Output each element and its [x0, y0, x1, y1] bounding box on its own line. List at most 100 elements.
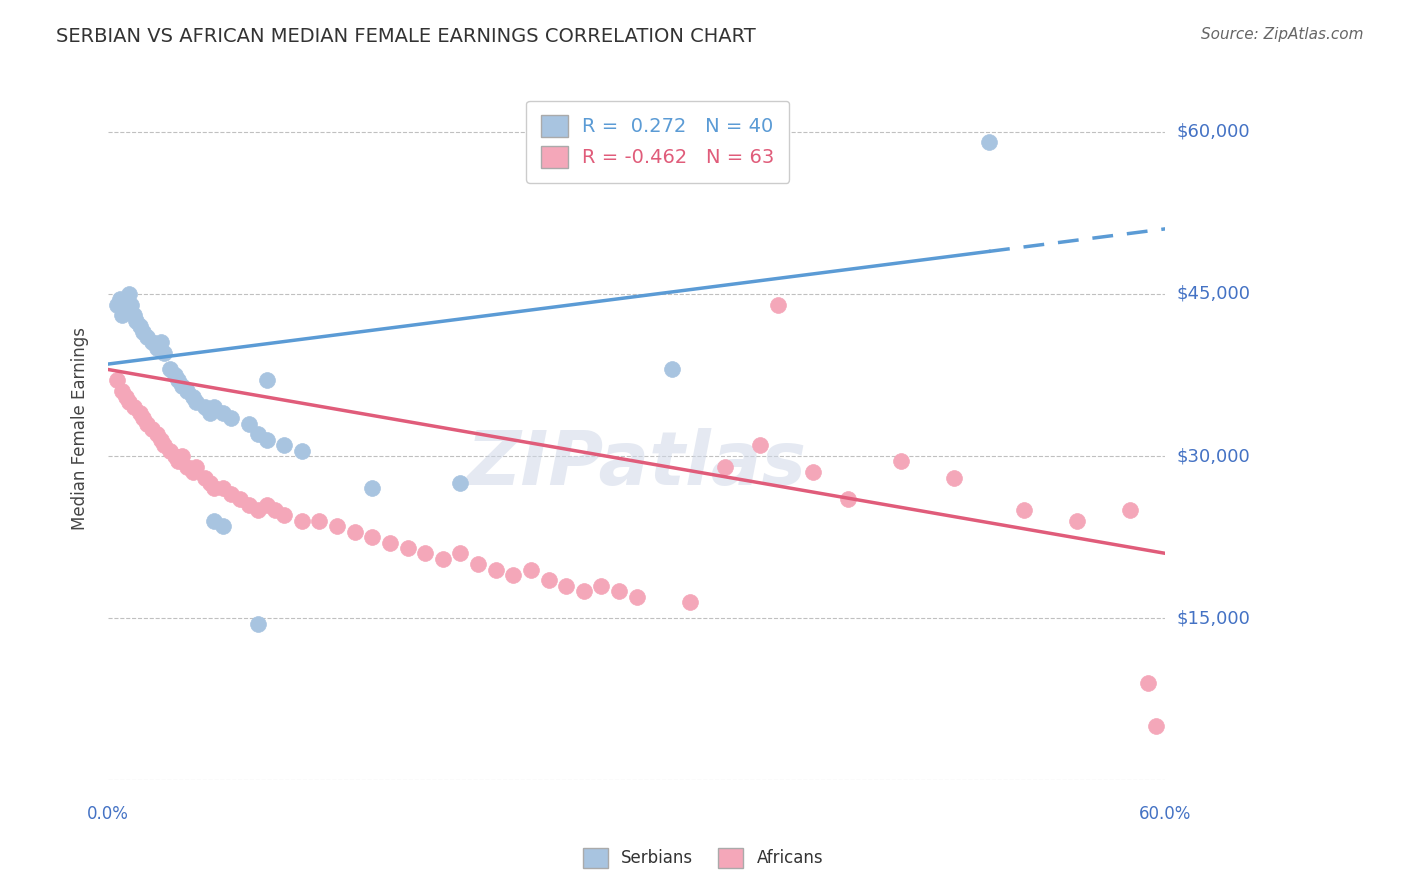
Point	[128, 319, 150, 334]
Point	[176, 384, 198, 398]
Point	[256, 433, 278, 447]
Text: ZIPatlas: ZIPatlas	[467, 427, 807, 500]
Point	[396, 541, 419, 555]
Point	[211, 406, 233, 420]
Point	[890, 454, 912, 468]
Point	[110, 292, 132, 306]
Point	[308, 514, 330, 528]
Point	[118, 286, 141, 301]
Point	[211, 519, 233, 533]
Point	[661, 362, 683, 376]
Point	[181, 390, 204, 404]
Point	[202, 401, 225, 415]
Point	[1136, 676, 1159, 690]
Point	[149, 335, 172, 350]
Point	[149, 433, 172, 447]
Point	[167, 454, 190, 468]
Point	[449, 476, 471, 491]
Point	[591, 579, 613, 593]
Point	[114, 303, 136, 318]
Point	[449, 546, 471, 560]
Point	[146, 341, 169, 355]
Point	[1066, 514, 1088, 528]
Point	[167, 373, 190, 387]
Point	[766, 297, 789, 311]
Point	[1119, 503, 1142, 517]
Text: SERBIAN VS AFRICAN MEDIAN FEMALE EARNINGS CORRELATION CHART: SERBIAN VS AFRICAN MEDIAN FEMALE EARNING…	[56, 27, 756, 45]
Point	[246, 427, 269, 442]
Point	[520, 563, 543, 577]
Point	[111, 384, 134, 398]
Point	[537, 574, 560, 588]
Point	[837, 492, 859, 507]
Point	[170, 378, 193, 392]
Point	[246, 616, 269, 631]
Point	[135, 330, 157, 344]
Point	[801, 465, 824, 479]
Point	[256, 373, 278, 387]
Point	[502, 568, 524, 582]
Text: Source: ZipAtlas.com: Source: ZipAtlas.com	[1201, 27, 1364, 42]
Point	[256, 498, 278, 512]
Point	[105, 297, 128, 311]
Legend: Serbians, Africans: Serbians, Africans	[576, 841, 830, 875]
Point	[229, 492, 252, 507]
Point	[713, 459, 735, 474]
Point	[124, 401, 146, 415]
Point	[198, 476, 221, 491]
Point	[176, 459, 198, 474]
Point	[105, 373, 128, 387]
Point	[555, 579, 578, 593]
Text: $30,000: $30,000	[1177, 447, 1250, 465]
Point	[141, 422, 163, 436]
Point	[977, 136, 1000, 150]
Point	[124, 309, 146, 323]
Point	[202, 482, 225, 496]
Point	[1014, 503, 1036, 517]
Point	[132, 411, 155, 425]
Point	[141, 335, 163, 350]
Point	[361, 482, 384, 496]
Point	[264, 503, 287, 517]
Point	[246, 503, 269, 517]
Text: $15,000: $15,000	[1177, 609, 1250, 627]
Point	[194, 401, 217, 415]
Point	[361, 530, 384, 544]
Point	[211, 482, 233, 496]
Text: 0.0%: 0.0%	[87, 805, 129, 823]
Point	[184, 395, 207, 409]
Point	[163, 449, 186, 463]
Text: $45,000: $45,000	[1177, 285, 1250, 302]
Point	[184, 459, 207, 474]
Point	[572, 584, 595, 599]
Point	[1146, 719, 1168, 733]
Point	[378, 535, 401, 549]
Point	[146, 427, 169, 442]
Point	[626, 590, 648, 604]
Y-axis label: Median Female Earnings: Median Female Earnings	[72, 327, 89, 531]
Point	[132, 325, 155, 339]
Point	[326, 519, 349, 533]
Point	[273, 438, 295, 452]
Point	[942, 470, 965, 484]
Point	[181, 465, 204, 479]
Point	[413, 546, 436, 560]
Point	[467, 557, 489, 571]
Point	[238, 417, 260, 431]
Point	[291, 443, 314, 458]
Point	[485, 563, 508, 577]
Point	[202, 514, 225, 528]
Point	[607, 584, 630, 599]
Text: 60.0%: 60.0%	[1139, 805, 1191, 823]
Point	[749, 438, 772, 452]
Point	[114, 390, 136, 404]
Point	[221, 487, 243, 501]
Point	[135, 417, 157, 431]
Point	[153, 346, 176, 360]
Point	[273, 508, 295, 523]
Point	[120, 297, 142, 311]
Point	[194, 470, 217, 484]
Point	[221, 411, 243, 425]
Point	[163, 368, 186, 382]
Point	[291, 514, 314, 528]
